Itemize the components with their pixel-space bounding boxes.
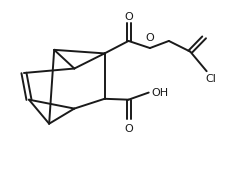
Text: O: O [146, 33, 154, 43]
Text: OH: OH [151, 88, 169, 98]
Text: Cl: Cl [205, 74, 216, 84]
Text: O: O [124, 124, 133, 134]
Text: O: O [124, 12, 133, 22]
